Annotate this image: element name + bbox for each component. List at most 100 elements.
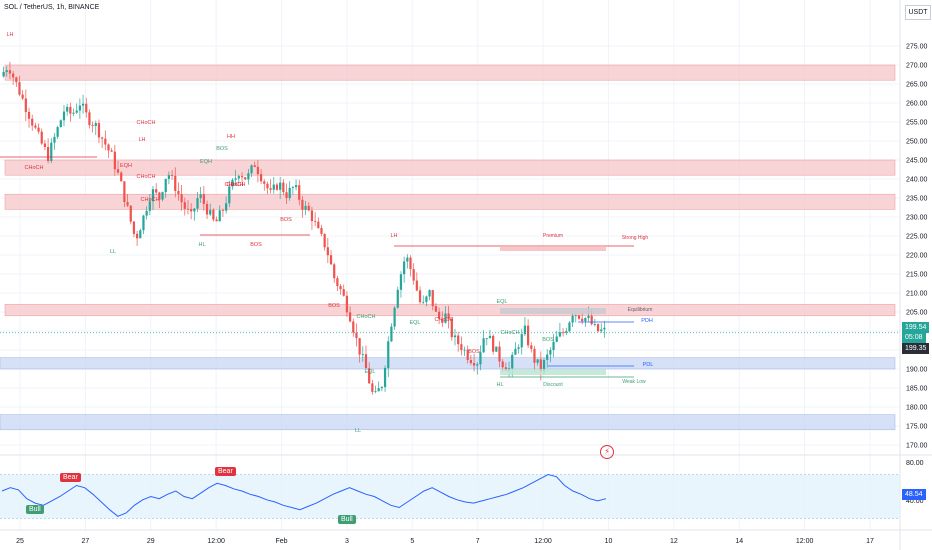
chart-annotation: Premium: [543, 233, 563, 239]
candle-body: [234, 178, 237, 180]
candle-body: [492, 335, 495, 352]
candle-body: [339, 286, 342, 290]
candle-body: [431, 290, 434, 307]
candle-body: [18, 82, 21, 95]
candle-body: [285, 192, 288, 199]
candle-body: [110, 150, 113, 152]
candle-body: [8, 70, 12, 74]
chart-annotation: HL: [198, 242, 205, 248]
candle-body: [371, 383, 374, 392]
y-tick-label: 215.00: [906, 272, 928, 279]
candle-body: [368, 368, 371, 384]
x-tick-label: 10: [605, 538, 613, 545]
candle-body: [139, 230, 142, 239]
y-tick-label: 235.00: [906, 196, 928, 203]
y-tick-label: 220.00: [906, 253, 928, 260]
candle-body: [561, 332, 565, 334]
candle-body: [167, 175, 171, 179]
discount-zone: [500, 369, 606, 375]
candle-body: [190, 209, 193, 212]
candle-body: [193, 208, 196, 212]
candle-body: [593, 324, 596, 325]
candle-body: [418, 290, 422, 303]
chart-annotation: BOS: [250, 242, 262, 248]
candle-body: [240, 176, 244, 178]
candle-body: [358, 338, 361, 355]
candle-body: [314, 221, 317, 222]
zone-demand: [0, 357, 896, 370]
candle-body: [263, 181, 266, 184]
candle-body: [326, 247, 329, 256]
x-tick-label: 12:00: [207, 538, 225, 545]
chart-annotation: BOS: [542, 337, 554, 343]
chart-annotation: CHoCH: [137, 120, 156, 126]
y-tick-label: 230.00: [906, 215, 928, 222]
y-tick-label: 240.00: [906, 177, 928, 184]
y-tick-label: 210.00: [906, 291, 928, 298]
candle-body: [530, 345, 533, 349]
candle-body: [498, 346, 501, 362]
rsi-signal-bull: Bull: [26, 505, 44, 514]
candle-body: [441, 318, 444, 323]
price-axis[interactable]: 275.00 270.00 265.00 260.00 255.00 250.00 245.…: [899, 0, 928, 550]
candle-body: [453, 335, 457, 338]
zone-supply: [4, 159, 896, 176]
chart-annotation: CHoCH: [25, 165, 44, 171]
candle-body: [177, 190, 180, 195]
candle-body: [279, 182, 282, 190]
reference-price-label: 199.35: [902, 343, 930, 354]
candle-body: [24, 98, 27, 112]
x-tick-label: 3: [345, 538, 349, 545]
chart-annotation: LH: [138, 137, 145, 143]
candle-body: [132, 221, 136, 234]
candle-body: [485, 338, 488, 340]
candle-body: [59, 120, 62, 128]
annotations: LH CHoCH CHoCH LH EQH CHoCH CHoCH CHoCH LL HH EQH B…: [0, 32, 653, 434]
lightning-icon[interactable]: ⚡: [600, 445, 614, 459]
candle-body: [463, 349, 466, 351]
candle-body: [536, 359, 539, 363]
chart-annotation: PDH: [641, 318, 653, 324]
candle-body: [142, 215, 145, 231]
candle-body: [256, 166, 260, 175]
rsi-panel: 80.00 40.00: [0, 454, 932, 519]
chart-annotation: CHoCH: [137, 174, 156, 180]
candle-body: [488, 335, 492, 339]
candle-body: [450, 319, 453, 338]
zone-demand: [0, 414, 896, 431]
candle-body: [123, 181, 126, 203]
chart-annotation: CHoCH: [141, 197, 160, 203]
candle-body: [390, 326, 393, 342]
last-price-label: 199.54: [902, 322, 930, 333]
x-tick-label: 25: [16, 538, 24, 545]
candle-body: [301, 199, 304, 210]
x-tick-label: 27: [81, 538, 89, 545]
candle-body: [571, 315, 574, 323]
time-axis[interactable]: 25 27 29 12:00 Feb 3 5 7 12:00 10 12 14 12:00 17: [0, 529, 932, 545]
candle-body: [355, 332, 358, 339]
candle-body: [501, 361, 504, 368]
candle-body: [428, 290, 431, 297]
candle-body: [91, 125, 94, 127]
candle-body: [85, 103, 88, 113]
y-tick-label: 185.00: [906, 386, 928, 393]
candle-body: [437, 311, 441, 319]
candle-body: [403, 261, 406, 275]
candle-body: [40, 131, 43, 144]
candle-body: [250, 165, 253, 174]
candle-body: [116, 169, 120, 173]
candle-body: [317, 221, 320, 229]
candle-body: [517, 347, 520, 349]
candle-body: [148, 201, 151, 211]
chart-annotation: PDL: [643, 362, 654, 368]
chart-annotation: CHoCH: [501, 330, 520, 336]
currency-button[interactable]: USDT: [905, 5, 931, 20]
x-tick-label: 12: [670, 538, 678, 545]
candle-body: [511, 354, 514, 369]
countdown-label: 05:08: [902, 332, 926, 343]
candle-body: [66, 106, 69, 112]
candle-body: [202, 194, 205, 204]
candle-body: [212, 209, 215, 220]
candle-body: [555, 336, 558, 342]
